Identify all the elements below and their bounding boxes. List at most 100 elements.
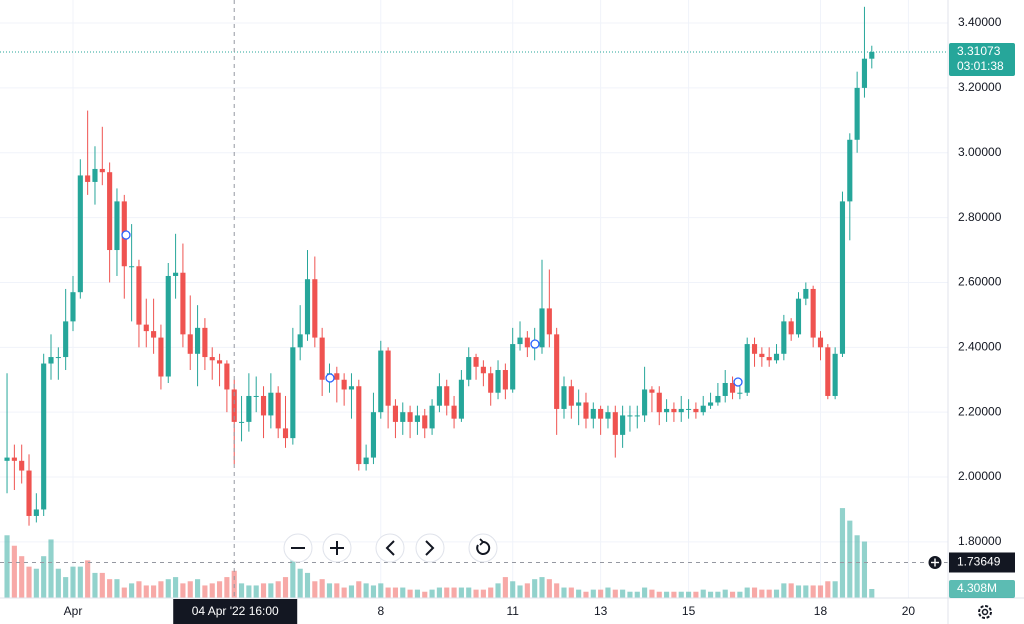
candle-body [700,405,706,413]
volume-bar [561,587,567,598]
candle-body [312,279,318,338]
candle-body [788,321,794,335]
candle-body [803,288,809,299]
candle-body [282,428,289,439]
add-alert-button[interactable] [927,554,943,570]
candle-body [48,357,54,364]
volume-bar [458,587,464,598]
candle-body [136,266,142,325]
candle-body [510,344,516,390]
candle-body [707,402,714,406]
volume-bar [63,577,69,598]
event-marker[interactable] [121,230,131,240]
scroll-right-button[interactable] [415,533,445,563]
candle-body [671,408,677,413]
candle-body [517,337,523,345]
volume-bar [136,581,142,598]
candle-body [642,389,648,416]
volume-bar [290,560,296,598]
volume-bar [297,568,303,598]
volume-bar [839,508,846,598]
candle-body [664,408,670,413]
volume-bar [744,587,750,598]
zoom-out-button[interactable] [283,533,313,563]
candle-body [385,350,391,406]
volume-bar [151,585,157,598]
volume-bar [11,545,17,598]
volume-bar [524,583,530,598]
x-tick-label: 20 [902,604,916,618]
candle-body [4,457,10,461]
candle-body [414,415,420,422]
volume-bar [319,579,325,598]
volume-bar [180,583,186,598]
candle-body [92,168,98,182]
settings-button[interactable] [978,605,992,619]
volume-bar [656,591,662,598]
candle-body [304,279,311,335]
candle-body [26,470,32,516]
volume-label: 4.308M [957,581,997,595]
candle-body [590,408,596,419]
candle-body [151,331,157,338]
volume-bar [590,589,596,598]
volume-bar [664,591,670,598]
candle-body [473,357,479,367]
y-tick-label: 2.20000 [958,404,1002,418]
candle-body [458,379,464,419]
candle-body [649,389,655,393]
candle-body [107,172,113,251]
volume-bar [275,581,281,598]
candle-body [561,386,567,409]
volume-bar [678,591,684,598]
volume-bar [847,520,853,598]
x-tick-label: 11 [506,604,519,618]
volume-bar [444,587,450,598]
volume-bar [480,589,486,598]
y-tick-label: 3.00000 [958,145,1002,159]
axes: 3.40000 3.20000 3.00000 2.80000 2.60000 2.400… [64,15,1002,618]
scroll-left-button[interactable] [375,533,405,563]
volume-bar [642,587,648,598]
volume-bar [568,587,574,598]
candle-body [781,321,787,354]
volume-bar [121,587,127,598]
candle-body [231,389,237,422]
candle-body [502,370,508,390]
volume-bar [693,591,699,598]
candle-body [751,344,758,354]
candle-body [370,412,377,458]
volume-bar [165,579,171,598]
volume-bar [546,579,552,598]
candle-body [444,386,450,406]
reset-button[interactable] [468,533,498,563]
candle-body [158,337,164,377]
zoom-in-button[interactable] [322,533,352,563]
volume-bar [451,587,457,598]
candle-body [451,405,457,419]
candles [4,6,875,526]
candle-body [524,337,530,348]
candle-body [400,412,406,422]
candle-body [656,392,662,413]
candle-body [737,392,743,394]
volume-bar [766,589,772,598]
volume-bar [216,581,223,598]
candle-body [99,168,105,173]
volume-bar [751,587,758,598]
overlay [0,0,948,598]
volume-bar [539,577,545,598]
event-marker[interactable] [325,373,335,383]
candle-body [378,350,384,413]
candle-body [341,379,347,390]
volume-bar [129,583,135,598]
candle-body [173,272,179,276]
event-marker[interactable] [733,377,743,387]
candle-body [495,370,501,393]
candle-body [268,392,274,416]
event-marker[interactable] [530,339,540,349]
candle-body [539,308,545,348]
last-price-box [949,42,1015,76]
candle-body [773,353,780,361]
